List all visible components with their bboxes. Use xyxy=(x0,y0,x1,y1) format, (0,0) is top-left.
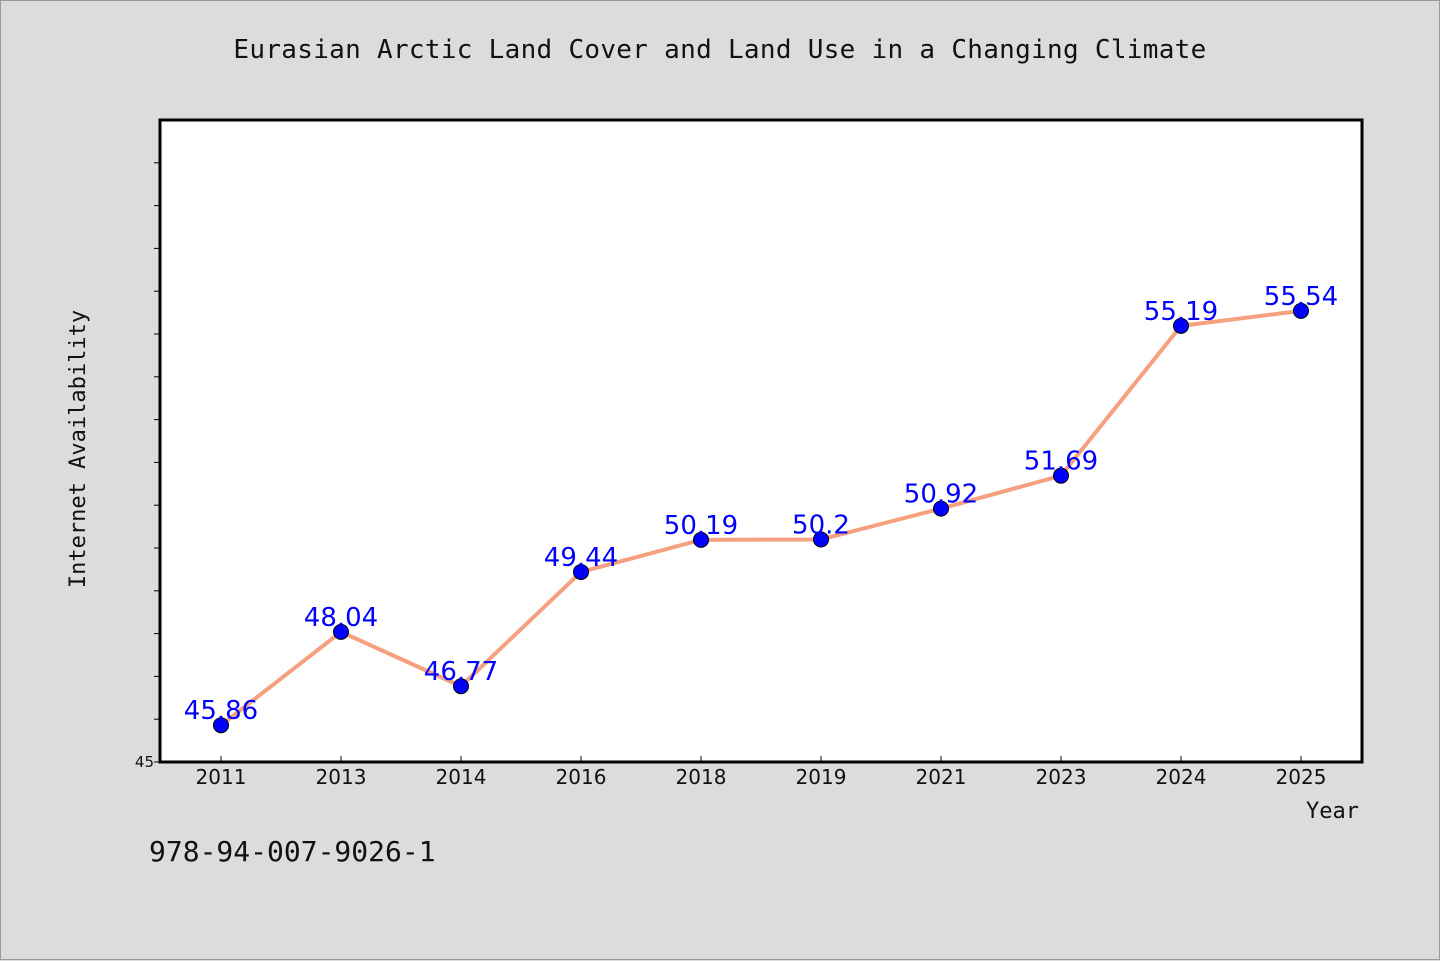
x-tick-label: 2014 xyxy=(436,765,487,789)
y-axis-title: Internet Availability xyxy=(66,310,91,588)
data-labels: 45.86 48.04 46.77 49.44 50.19 50.2 50.92 51.69 5… xyxy=(184,282,1338,726)
x-tick-label: 2011 xyxy=(196,765,247,789)
isbn-label: 978-94-007-9026-1 xyxy=(149,835,436,868)
data-label: 48.04 xyxy=(304,603,378,633)
data-label: 50.19 xyxy=(664,511,738,541)
x-tick-label: 2018 xyxy=(676,765,727,789)
y-axis-ticks: 45 xyxy=(135,162,160,771)
x-tick-label: 2013 xyxy=(316,765,367,789)
x-tick-label: 2021 xyxy=(916,765,967,789)
data-label: 55.54 xyxy=(1264,282,1338,312)
data-point xyxy=(933,500,949,517)
x-axis-title: Year xyxy=(1306,799,1359,824)
data-point xyxy=(333,623,349,640)
x-tick-label: 2023 xyxy=(1036,765,1087,789)
data-point xyxy=(1053,467,1069,484)
data-point xyxy=(693,531,709,548)
data-markers xyxy=(213,302,1309,734)
data-point xyxy=(573,563,589,580)
x-tick-label: 2024 xyxy=(1156,765,1207,789)
data-point xyxy=(213,717,229,734)
data-label: 51.69 xyxy=(1024,447,1098,477)
x-tick-label: 2025 xyxy=(1276,765,1327,789)
x-axis-ticks: 2011 2013 2014 2016 2018 2019 2021 2023 2024 2025 xyxy=(196,756,1327,789)
data-point xyxy=(813,531,829,548)
data-label: 50.92 xyxy=(904,480,978,510)
data-label: 50.2 xyxy=(792,510,850,540)
y-tick-label: 45 xyxy=(135,753,154,771)
data-label: 55.19 xyxy=(1144,297,1218,327)
data-point xyxy=(1293,302,1309,319)
data-point xyxy=(1173,317,1189,334)
x-tick-label: 2019 xyxy=(796,765,847,789)
data-label: 45.86 xyxy=(184,696,258,726)
plot-area xyxy=(158,118,1364,764)
x-tick-label: 2016 xyxy=(556,765,607,789)
series-line xyxy=(219,308,1302,727)
data-label: 49.44 xyxy=(544,543,618,573)
chart-title: Eurasian Arctic Land Cover and Land Use … xyxy=(233,35,1207,65)
data-point xyxy=(453,678,469,695)
data-label: 46.77 xyxy=(424,657,498,687)
